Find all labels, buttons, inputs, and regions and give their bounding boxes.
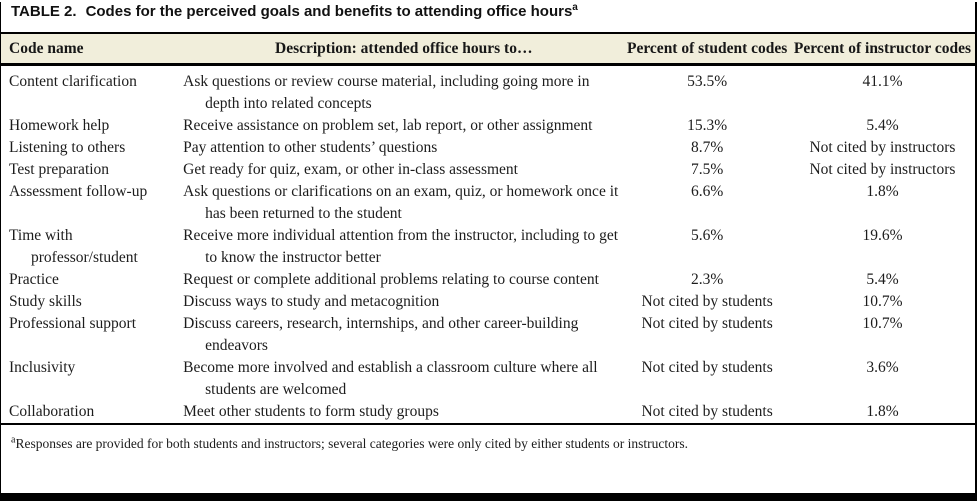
description-cell: Get ready for quiz, exam, or other in-cl…: [183, 161, 518, 178]
student-percent-cell: 5.6%: [690, 227, 724, 244]
codes-table: Code name Description: attended office h…: [1, 32, 975, 425]
caption-label: TABLE 2.: [11, 3, 77, 20]
table-row: Study skills Discuss ways to study and m…: [1, 291, 975, 313]
instructor-percent-cell: Not cited by instructors: [809, 161, 956, 178]
student-percent-cell: Not cited by students: [641, 315, 773, 332]
instructor-percent-cell: 10.7%: [862, 293, 903, 310]
table-caption: TABLE 2. Codes for the perceived goals an…: [11, 2, 975, 21]
student-percent-cell: 7.5%: [690, 161, 724, 178]
code-name-cell: Professional support: [9, 315, 137, 332]
table-body: Content clarification Ask questions or r…: [1, 65, 975, 425]
table-row: Time with professor/student Receive more…: [1, 225, 975, 269]
instructor-percent-cell: 1.8%: [866, 403, 899, 420]
caption-text: Codes for the perceived goals and benefi…: [85, 3, 573, 20]
table-row: Practice Request or complete additional …: [1, 269, 975, 291]
col-header-code-name: Code name: [1, 32, 184, 66]
code-name-cell: Collaboration: [9, 403, 95, 420]
student-percent-cell: Not cited by students: [641, 293, 773, 310]
col-header-instructor-percent: Percent of instructor codes: [789, 32, 975, 66]
footnote: aResponses are provided for both student…: [11, 435, 975, 452]
student-percent-cell: 15.3%: [687, 117, 728, 134]
table-header-row: Code name Description: attended office h…: [1, 32, 975, 66]
code-name-cell: Practice: [9, 271, 59, 288]
code-name-cell: Test preparation: [9, 161, 110, 178]
code-name-cell: Content clarification: [9, 73, 137, 90]
description-cell: Become more involved and establish a cla…: [183, 359, 598, 398]
table-row: Assessment follow-up Ask questions or cl…: [1, 181, 975, 225]
instructor-percent-cell: 1.8%: [866, 183, 899, 200]
col-header-student-percent: Percent of student codes: [624, 32, 790, 66]
student-percent-cell: 6.6%: [690, 183, 724, 200]
table-row: Homework help Receive assistance on prob…: [1, 115, 975, 137]
code-name-cell: Homework help: [9, 117, 110, 134]
code-name-cell: Study skills: [9, 293, 82, 310]
instructor-percent-cell: 10.7%: [862, 315, 903, 332]
table-row: Content clarification Ask questions or r…: [1, 65, 975, 116]
description-cell: Receive more individual attention from t…: [183, 227, 619, 266]
col-header-description: Description: attended office hours to…: [183, 32, 625, 66]
student-percent-cell: 53.5%: [687, 73, 728, 90]
description-cell: Pay attention to other students’ questio…: [183, 139, 438, 156]
instructor-percent-cell: 41.1%: [862, 73, 903, 90]
student-percent-cell: 2.3%: [690, 271, 724, 288]
instructor-percent-cell: 5.4%: [866, 117, 899, 134]
instructor-percent-cell: Not cited by instructors: [809, 139, 956, 156]
caption-note-marker: a: [572, 2, 578, 13]
description-cell: Ask questions or review course material,…: [183, 73, 590, 112]
description-cell: Discuss careers, research, internships, …: [183, 315, 579, 354]
student-percent-cell: 8.7%: [690, 139, 724, 156]
table-row: Test preparation Get ready for quiz, exa…: [1, 159, 975, 181]
description-cell: Discuss ways to study and metacognition: [183, 293, 440, 310]
table-row: Inclusivity Become more involved and est…: [1, 357, 975, 401]
code-name-cell: Assessment follow-up: [9, 183, 148, 200]
instructor-percent-cell: 19.6%: [862, 227, 903, 244]
table-row: Collaboration Meet other students to for…: [1, 401, 975, 424]
footnote-text: Responses are provided for both students…: [15, 436, 689, 451]
description-cell: Request or complete additional problems …: [183, 271, 599, 288]
table-row: Listening to others Pay attention to oth…: [1, 137, 975, 159]
footnote-marker: a: [11, 434, 16, 446]
instructor-percent-cell: 5.4%: [866, 271, 899, 288]
code-name-cell: Listening to others: [9, 139, 126, 156]
student-percent-cell: Not cited by students: [641, 403, 773, 420]
table-header: Code name Description: attended office h…: [1, 32, 975, 66]
code-name-cell: Inclusivity: [9, 359, 76, 376]
description-cell: Ask questions or clarifications on an ex…: [183, 183, 619, 222]
table-row: Professional support Discuss careers, re…: [1, 313, 975, 357]
instructor-percent-cell: 3.6%: [866, 359, 899, 376]
student-percent-cell: Not cited by students: [641, 359, 773, 376]
description-cell: Receive assistance on problem set, lab r…: [183, 117, 593, 134]
description-cell: Meet other students to form study groups: [183, 403, 439, 420]
code-name-cell: Time with professor/student: [9, 227, 138, 266]
